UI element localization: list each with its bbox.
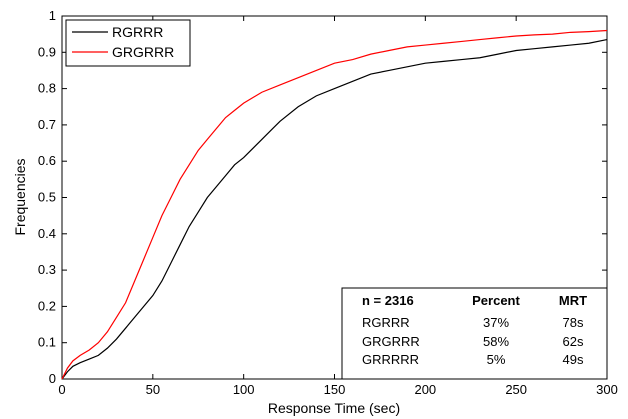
stats-header-mrt: MRT	[559, 293, 587, 308]
stats-row-label: RGRRR	[362, 315, 410, 330]
stats-table-box	[341, 287, 608, 380]
x-tick-label: 0	[58, 382, 65, 397]
y-tick-label: 0.8	[38, 81, 56, 96]
x-tick-label: 300	[596, 382, 618, 397]
x-axis-label: Response Time (sec)	[268, 400, 400, 416]
stats-table: n = 2316 Percent MRT RGRRR 37% 78s GRGRR…	[341, 287, 608, 380]
legend-label-rgrrr: RGRRR	[112, 24, 163, 40]
y-tick-label: 0.2	[38, 298, 56, 313]
y-tick-label: 0.3	[38, 262, 56, 277]
stats-row-label: GRRRRR	[362, 352, 419, 367]
stats-row-percent: 5%	[487, 352, 506, 367]
y-tick-label: 0.5	[38, 190, 56, 205]
stats-row-percent: 58%	[483, 334, 509, 349]
series-layer	[61, 29, 608, 380]
y-tick-label: 0.1	[38, 335, 56, 350]
y-tick-label: 0	[49, 371, 56, 386]
x-tick-label: 150	[324, 382, 346, 397]
x-tick-label: 100	[233, 382, 255, 397]
y-tick-label: 0.9	[38, 44, 56, 59]
y-tick-label: 1	[49, 8, 56, 23]
legend-box	[65, 19, 191, 67]
y-tick-label: 0.4	[38, 226, 56, 241]
stats-row-label: GRGRRR	[362, 334, 420, 349]
x-axis: 0 50 100 150 200 250 300	[58, 16, 618, 397]
y-axis-label: Frequencies	[12, 158, 28, 235]
stats-row-mrt: 49s	[563, 352, 584, 367]
legend-label-grgrrr: GRGRRR	[112, 44, 174, 60]
stats-row-mrt: 62s	[563, 334, 584, 349]
series-line-grgrrr	[61, 29, 608, 380]
stats-header-n: n = 2316	[362, 293, 414, 308]
stats-row-mrt: 78s	[563, 315, 584, 330]
stats-row-percent: 37%	[483, 315, 509, 330]
x-tick-label: 250	[505, 382, 527, 397]
legend: RGRRR GRGRRR	[65, 19, 191, 67]
series-line-rgrrr	[61, 39, 608, 380]
x-tick-label: 200	[414, 382, 436, 397]
x-tick-label: 50	[146, 382, 160, 397]
y-tick-label: 0.7	[38, 117, 56, 132]
y-axis: 0 0.1 0.2 0.3 0.4 0.5 0.6 0.7 0.8 0.9 1	[38, 8, 607, 386]
y-tick-label: 0.6	[38, 153, 56, 168]
stats-header-percent: Percent	[472, 293, 520, 308]
